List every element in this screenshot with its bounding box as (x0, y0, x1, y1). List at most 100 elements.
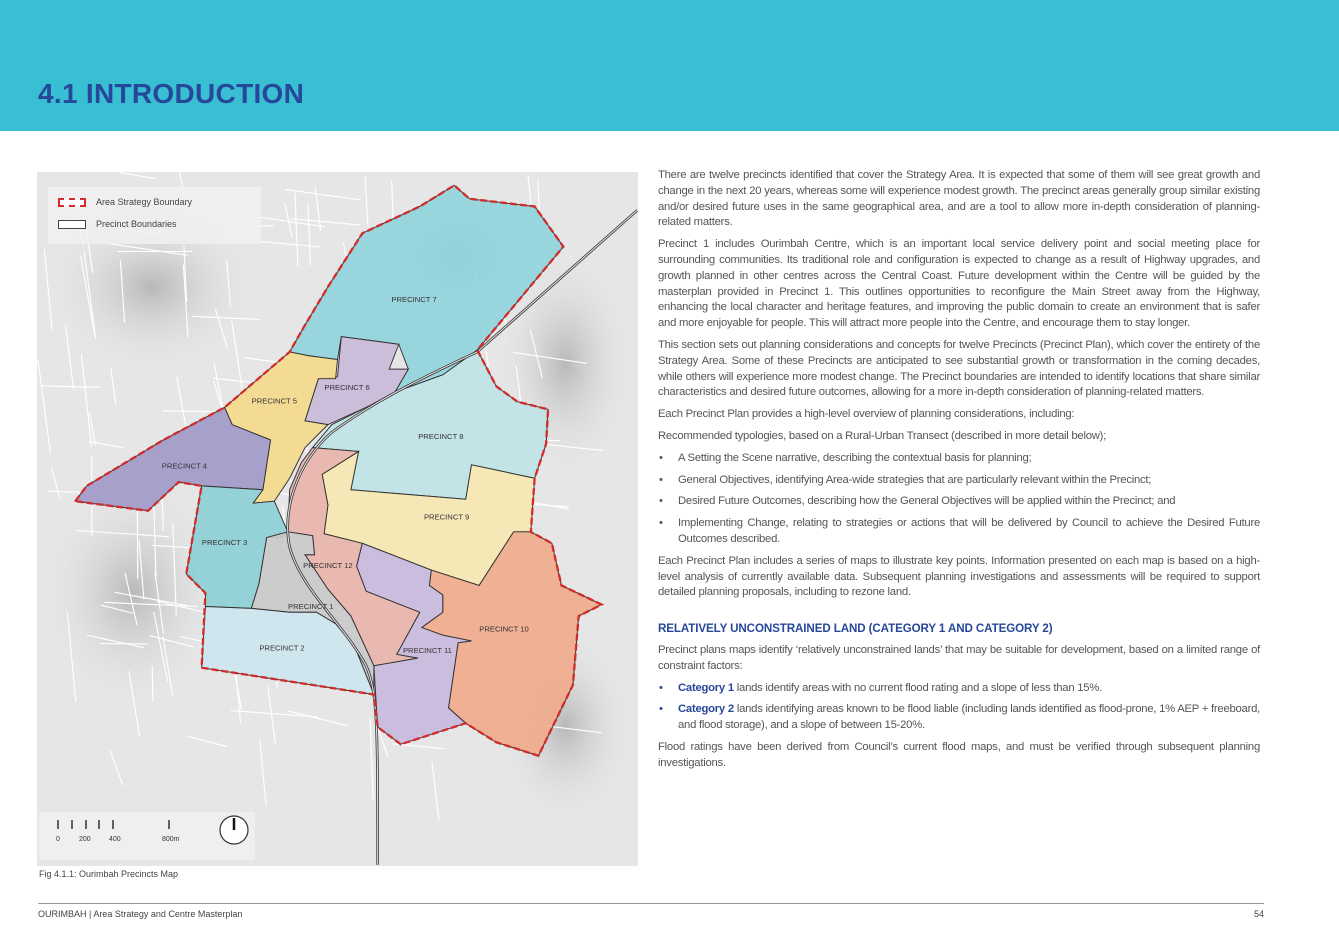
parcel-line (191, 315, 260, 321)
parcel-line (50, 467, 61, 500)
paragraph: Precinct 1 includes Ourimbah Centre, whi… (658, 238, 1260, 330)
parcel-line (186, 735, 227, 748)
precinct-label-p2: PRECINCT 2 (259, 643, 304, 652)
scale-label: 400 (109, 836, 121, 843)
list-item: A Setting the Scene narrative, describin… (658, 451, 1260, 467)
parcel-line (285, 188, 362, 201)
footer-document-title: OURIMBAH | Area Strategy and Centre Mast… (38, 909, 243, 919)
precinct-polygons (74, 184, 603, 757)
paragraph: Recommended typologies, based on a Rural… (658, 429, 1107, 442)
parcel-line (529, 329, 543, 379)
parcel-line (153, 497, 157, 579)
scale-label: 0 (56, 836, 60, 843)
parcel-line (294, 192, 299, 267)
parcel-line (162, 636, 174, 696)
section-heading: RELATIVELY UNCONSTRAINED LAND (CATEGORY … (658, 622, 1053, 636)
parcel-line (40, 385, 100, 388)
precinct-label-p3: PRECINCT 3 (202, 538, 247, 547)
dashed-red-swatch-icon (58, 197, 86, 207)
list-item: General Objectives, identifying Area-wid… (658, 473, 1260, 489)
scale-label: 800m (162, 836, 180, 843)
paragraph: Flood ratings have been derived from Cou… (658, 740, 1260, 769)
parcel-line (119, 260, 126, 323)
precinct-area-p11 (356, 542, 472, 745)
page-title: 4.1 INTRODUCTION (38, 78, 305, 109)
body-text: There are twelve precincts identified th… (658, 168, 1260, 778)
parcel-line (89, 412, 97, 446)
parcel-line (375, 724, 389, 757)
precinct-label-p9: PRECINCT 9 (424, 513, 469, 522)
parcel-line (138, 540, 145, 600)
category-text: lands identify areas with no current flo… (733, 681, 1102, 694)
precinct-label-p1: PRECINCT 1 (288, 602, 333, 611)
parcel-line (119, 172, 156, 180)
parcel-line (88, 440, 124, 449)
parcel-line (259, 740, 267, 807)
parcel-line (234, 665, 242, 724)
parcel-line (80, 353, 93, 447)
parcel-line (172, 523, 177, 616)
parcel-line (86, 634, 144, 649)
list-item-category-1: Category 1 lands identify areas with no … (658, 681, 1260, 697)
precinct-label-p11: PRECINCT 11 (403, 646, 452, 655)
paragraph: This section sets out planning considera… (658, 338, 1260, 399)
parcel-line (109, 749, 124, 786)
category-list: Category 1 lands identify areas with no … (658, 681, 1260, 734)
precinct-label-p10: PRECINCT 10 (479, 624, 529, 633)
precinct-label-p8: PRECINCT 8 (418, 432, 463, 441)
parcel-line (287, 710, 348, 727)
plan-components-list: A Setting the Scene narrative, describin… (658, 451, 1260, 548)
parcel-line (124, 572, 138, 626)
precinct-labels: PRECINCT 7 PRECINCT 6 PRECINCT 5 PRECINCT 4… (162, 295, 529, 655)
parcel-line (43, 249, 53, 330)
paragraph: Precinct plans maps identify ‘relatively… (658, 643, 1260, 672)
parcel-line (230, 710, 318, 718)
parcel-line (100, 604, 134, 614)
parcel-line (364, 176, 369, 227)
legend-item-precincts: Precinct Boundaries (58, 219, 177, 229)
category-term: Category 2 (678, 703, 734, 716)
parcel-line (83, 251, 97, 339)
header-band (0, 0, 1339, 131)
paragraph: Each Precinct Plan includes a series of … (658, 554, 1260, 599)
parcel-line (307, 203, 311, 266)
parcel-line (80, 256, 96, 336)
parcel-line (314, 186, 322, 232)
parcel-line (257, 216, 325, 228)
parcel-line (284, 202, 293, 238)
precincts-map: PRECINCT 7 PRECINCT 6 PRECINCT 5 PRECINCT 4… (37, 172, 638, 866)
outline-swatch-icon (58, 219, 86, 229)
footer-divider (38, 903, 1264, 904)
parcel-line (214, 308, 229, 349)
scale-label: 200 (79, 836, 91, 843)
category-term: Category 1 (678, 681, 734, 694)
parcel-line (151, 665, 154, 702)
parcel-line (128, 671, 141, 737)
parcel-line (149, 635, 194, 648)
list-item: Desired Future Outcomes, describing how … (658, 494, 1260, 510)
list-item: Implementing Change, relating to strateg… (658, 516, 1260, 548)
scale-bar-ticks (57, 815, 249, 845)
parcel-line (104, 601, 198, 608)
parcel-line (76, 529, 170, 538)
area-strategy-boundary (73, 183, 605, 758)
parcel-line (153, 611, 169, 682)
legend-label: Area Strategy Boundary (96, 197, 193, 207)
map-svg: PRECINCT 7 PRECINCT 6 PRECINCT 5 PRECINCT 4… (37, 172, 638, 865)
category-text: lands identifying areas known to be floo… (678, 703, 1261, 732)
parcel-line (183, 245, 188, 303)
precinct-label-p5: PRECINCT 5 (252, 397, 297, 406)
precinct-label-p12: PRECINCT 12 (303, 561, 353, 570)
scale-bar: 0 200 400 800m (39, 812, 255, 860)
precinct-label-p7: PRECINCT 7 (391, 295, 436, 304)
parcel-line (64, 324, 75, 390)
legend-label: Precinct Boundaries (96, 219, 177, 229)
parcel-line (110, 367, 117, 405)
list-item-category-2: Category 2 lands identifying areas known… (658, 702, 1260, 734)
figure-caption: Fig 4.1.1: Ourimbah Precincts Map (39, 869, 179, 879)
legend-item-boundary: Area Strategy Boundary (58, 197, 192, 207)
parcel-line (182, 264, 189, 338)
parcel-line (104, 242, 188, 256)
parcel-line (512, 351, 588, 364)
parcel-line (154, 571, 165, 634)
